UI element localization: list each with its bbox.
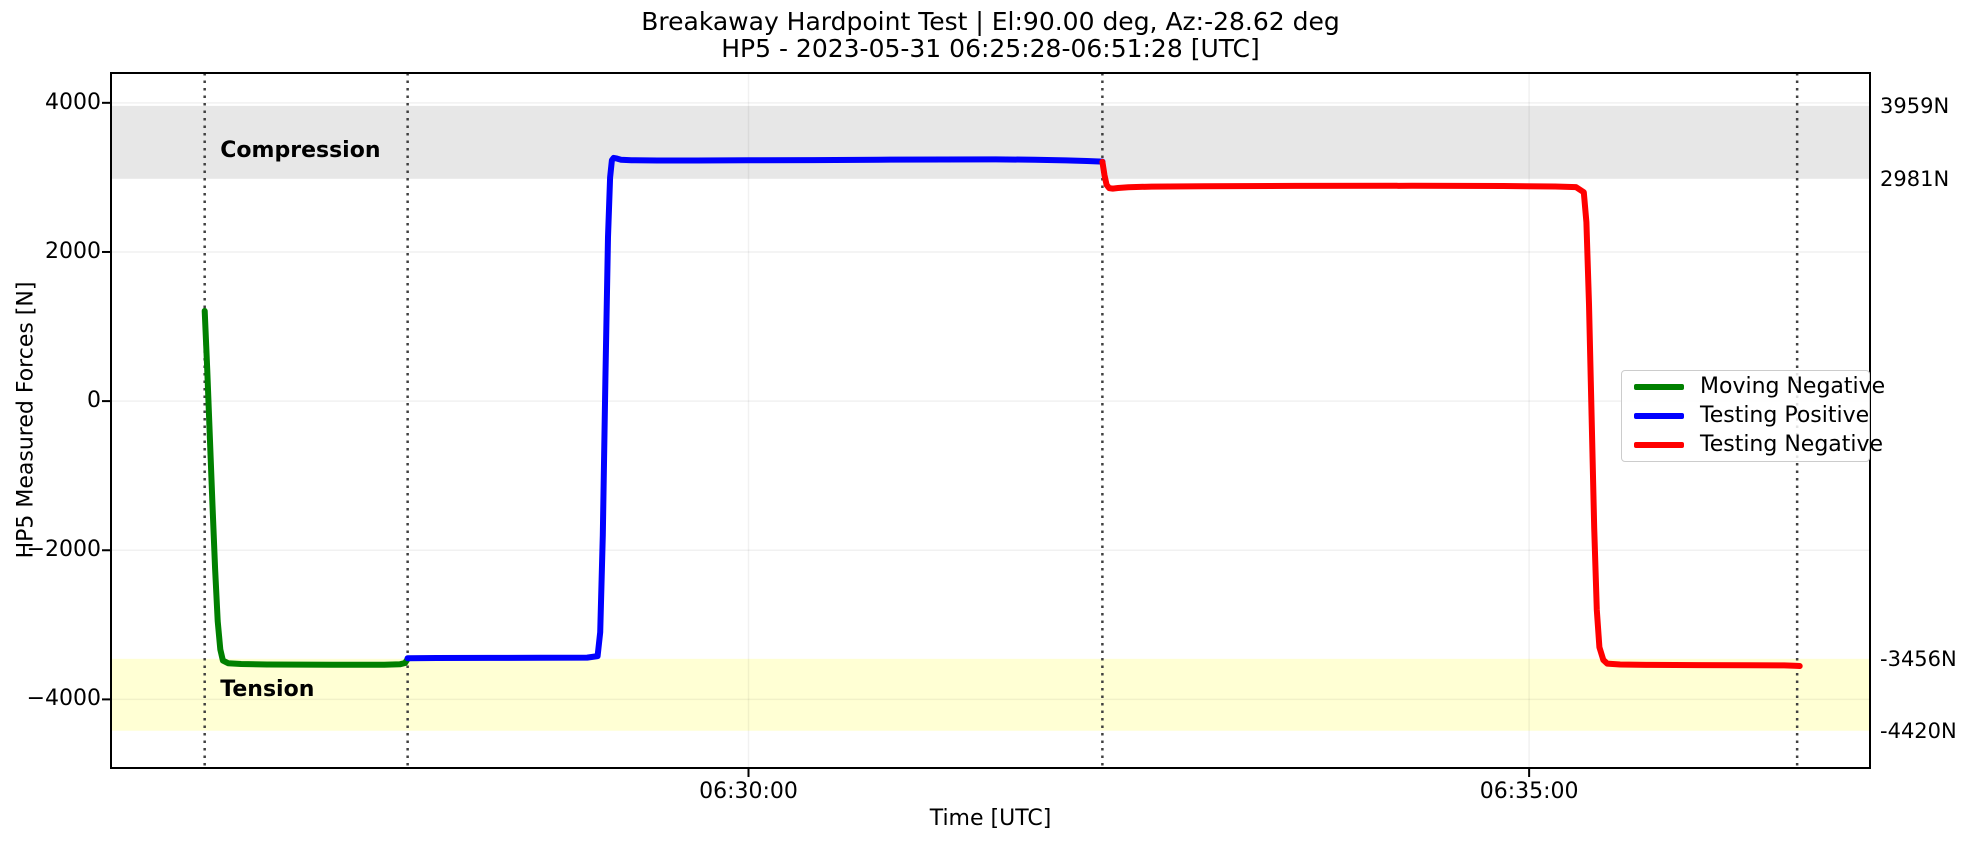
- legend-label: Moving Negative: [1700, 374, 1886, 399]
- legend: Moving Negative Testing Positive Testing N…: [1621, 370, 1885, 462]
- x-axis-label: Time [UTC]: [929, 806, 1052, 831]
- threshold-label: -4420N: [1880, 718, 1957, 743]
- series-testing-negative: [1099, 158, 1803, 669]
- legend-item: Moving Negative: [1634, 375, 1885, 399]
- legend-swatch: [1634, 413, 1684, 419]
- legend-item: Testing Positive: [1634, 404, 1869, 428]
- legend-item: Testing Negative: [1634, 433, 1883, 457]
- threshold-label: 2981N: [1880, 166, 1950, 191]
- band-label-compression: Compression: [220, 138, 381, 164]
- band-tension: [111, 658, 1870, 731]
- threshold-label: 3959N: [1880, 93, 1950, 118]
- y-tick-label: −2000: [26, 537, 101, 563]
- series-testing-positive: [404, 154, 1106, 662]
- chart-title: Breakaway Hardpoint Test | El:90.00 deg,…: [111, 8, 1870, 62]
- legend-swatch: [1634, 442, 1684, 448]
- y-tick-label: 2000: [45, 238, 101, 264]
- legend-swatch: [1634, 384, 1684, 390]
- series-moving-negative: [201, 307, 411, 668]
- chart-title-line-1: Breakaway Hardpoint Test | El:90.00 deg,…: [641, 7, 1340, 36]
- threshold-label: -3456N: [1880, 646, 1957, 671]
- band-label-tension: Tension: [220, 677, 315, 703]
- y-tick-label: −4000: [26, 686, 101, 712]
- y-axis-label: HP5 Measured Forces [N]: [13, 281, 39, 559]
- y-tick-label: 4000: [45, 89, 101, 115]
- legend-label: Testing Positive: [1700, 403, 1870, 428]
- x-tick-label: 06:30:00: [699, 779, 798, 804]
- x-tick-label: 06:35:00: [1479, 779, 1579, 804]
- plot-frame: [110, 72, 1871, 769]
- legend-label: Testing Negative: [1700, 432, 1884, 457]
- band-compression: [111, 105, 1870, 179]
- chart-title-line-2: HP5 - 2023-05-31 06:25:28-06:51:28 [UTC]: [721, 34, 1260, 63]
- y-tick-label: 0: [87, 388, 101, 414]
